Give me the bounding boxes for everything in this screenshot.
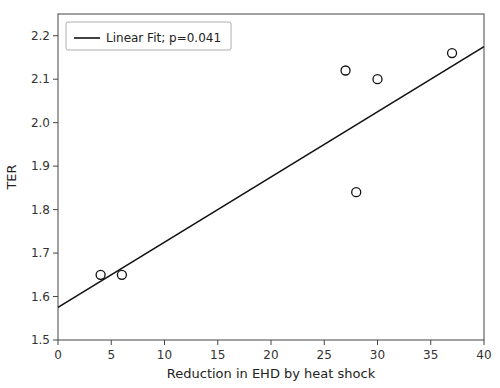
scatter-point <box>341 66 350 75</box>
y-tick <box>53 122 58 123</box>
y-tick <box>53 166 58 167</box>
x-tick <box>58 340 59 345</box>
plot-frame <box>58 14 484 340</box>
x-tick <box>164 340 165 345</box>
x-tick <box>484 340 485 345</box>
scatter-point <box>96 270 105 279</box>
ticks: 0 5 10 15 20 25 30 35 40 1.5 1.6 1.7 1.8 1.9 2.0 2.1 2.2 <box>31 29 492 362</box>
x-tick-label: 5 <box>107 348 115 362</box>
x-tick <box>217 340 218 345</box>
x-tick <box>430 340 431 345</box>
y-tick <box>53 253 58 254</box>
x-tick-label: 40 <box>476 348 491 362</box>
x-tick-label: 10 <box>157 348 172 362</box>
x-tick <box>324 340 325 345</box>
legend-box <box>66 22 231 50</box>
x-tick <box>377 340 378 345</box>
x-tick <box>271 340 272 345</box>
y-axis-label: TER <box>4 164 19 190</box>
y-tick <box>53 35 58 36</box>
y-tick-label: 1.6 <box>31 290 50 304</box>
legend-label: Linear Fit; p=0.041 <box>106 31 221 45</box>
x-tick-label: 25 <box>317 348 332 362</box>
y-tick <box>53 79 58 80</box>
scatter-point <box>373 75 382 84</box>
y-tick-label: 2.2 <box>31 29 50 43</box>
data <box>58 47 484 308</box>
scatter-point <box>117 270 126 279</box>
legend-swatch <box>74 37 100 39</box>
x-axis-label: Reduction in EHD by heat shock <box>167 366 376 381</box>
chart: 0 5 10 15 20 25 30 35 40 1.5 1.6 1.7 1.8 1.9 2.0 2.1 2.2… <box>0 0 500 388</box>
y-tick <box>53 209 58 210</box>
scatter-point <box>448 49 457 58</box>
y-tick <box>53 340 58 341</box>
y-tick-label: 2.1 <box>31 72 50 86</box>
y-tick-label: 1.8 <box>31 203 50 217</box>
x-tick-label: 0 <box>54 348 62 362</box>
x-tick <box>111 340 112 345</box>
x-tick-label: 35 <box>423 348 438 362</box>
legend: Linear Fit; p=0.041 <box>66 22 231 50</box>
y-tick-label: 1.5 <box>31 333 50 347</box>
x-tick-label: 15 <box>210 348 225 362</box>
fit-line <box>58 47 484 308</box>
y-tick <box>53 296 58 297</box>
scatter-point <box>352 188 361 197</box>
x-tick-label: 30 <box>370 348 385 362</box>
y-tick-label: 1.9 <box>31 159 50 173</box>
x-tick-label: 20 <box>263 348 278 362</box>
y-tick-label: 1.7 <box>31 246 50 260</box>
y-tick-label: 2.0 <box>31 116 50 130</box>
